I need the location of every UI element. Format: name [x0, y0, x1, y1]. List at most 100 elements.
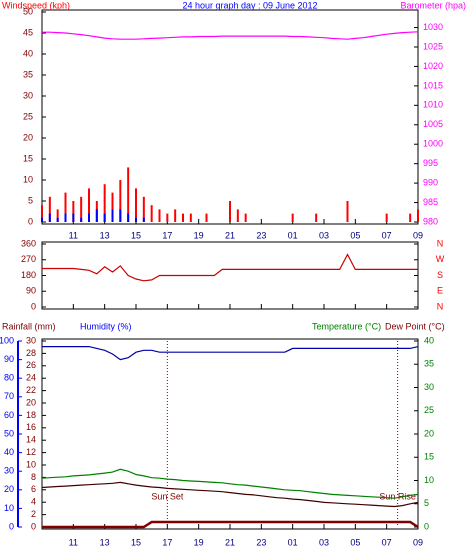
- y2-tick-label: 40: [424, 335, 434, 345]
- y2-tick-label: E: [437, 286, 443, 296]
- annotation: Sun Rise: [379, 491, 416, 501]
- y2-tick-label: N: [437, 238, 444, 248]
- header: Rainfall (mm): [2, 321, 56, 331]
- x-tick-label: 03: [319, 537, 329, 547]
- x-tick-label: 23: [256, 537, 266, 547]
- x-tick-label: 07: [382, 537, 392, 547]
- series-line: [42, 253, 418, 282]
- y-tick-label: 2: [31, 509, 36, 519]
- x-tick-label: 17: [162, 230, 172, 240]
- y2-tick-label: 30: [424, 382, 434, 392]
- x-tick-label: 19: [194, 537, 204, 547]
- x-tick-label: 11: [69, 230, 78, 240]
- y2-tick-label: 20: [424, 428, 434, 438]
- y3-tick-label: 80: [4, 373, 14, 383]
- header: Temperature (°C): [312, 321, 381, 331]
- y3-tick-label: 10: [4, 503, 14, 513]
- x-tick-label: 05: [350, 230, 360, 240]
- y3-tick-label: 50: [4, 428, 14, 438]
- x-tick-label: 21: [225, 230, 235, 240]
- x-tick-label: 15: [131, 230, 141, 240]
- series-line: [41, 481, 419, 508]
- y-tick-label: 360: [21, 238, 36, 248]
- header: Windspeed (kph): [2, 0, 70, 10]
- y2-tick-label: 1010: [423, 100, 443, 110]
- y2-tick-label: 25: [424, 405, 434, 415]
- header: Barometer (hpa): [400, 0, 466, 10]
- y-tick-label: 4: [31, 497, 36, 507]
- y-tick-label: 90: [26, 286, 36, 296]
- y-tick-label: 20: [26, 397, 36, 407]
- header: Humidity (%): [80, 321, 132, 331]
- x-tick-label: 01: [288, 230, 298, 240]
- y2-tick-label: 5: [424, 498, 429, 508]
- y3-tick-label: 90: [4, 354, 14, 364]
- y-tick-label: 45: [23, 27, 33, 37]
- y-tick-label: 28: [26, 348, 36, 358]
- y-tick-label: 14: [26, 435, 36, 445]
- y-tick-label: 180: [21, 270, 36, 280]
- series-line: [42, 346, 419, 361]
- y2-tick-label: 15: [424, 452, 434, 462]
- y-tick-label: 6: [31, 484, 36, 494]
- y-tick-label: 15: [23, 153, 33, 163]
- y-tick-label: 30: [26, 335, 36, 345]
- y3-tick-label: 30: [4, 466, 14, 476]
- y2-tick-label: 990: [423, 177, 438, 187]
- y2-tick-label: 1005: [423, 119, 443, 129]
- y-tick-label: 35: [23, 69, 33, 79]
- y-tick-label: 8: [31, 472, 36, 482]
- y3-tick-label: 60: [4, 410, 14, 420]
- x-tick-label: 15: [131, 537, 141, 547]
- y-tick-label: 0: [28, 216, 33, 226]
- y-tick-label: 10: [23, 174, 33, 184]
- y3-tick-label: 100: [0, 335, 14, 345]
- x-tick-label: 21: [225, 537, 235, 547]
- annotation: Sun Set: [151, 491, 184, 501]
- y-tick-label: 0: [31, 301, 36, 311]
- x-tick-label: 13: [100, 230, 110, 240]
- header: Dew Point (°C): [385, 321, 445, 331]
- y-tick-label: 270: [21, 254, 36, 264]
- y-tick-label: 20: [23, 132, 33, 142]
- y-tick-label: 5: [28, 195, 33, 205]
- y2-tick-label: 0: [424, 521, 429, 531]
- y3-tick-label: 20: [4, 484, 14, 494]
- y-tick-label: 40: [23, 48, 33, 58]
- x-tick-label: 07: [382, 230, 392, 240]
- y3-tick-label: 70: [4, 391, 14, 401]
- y2-tick-label: S: [437, 270, 443, 280]
- y-tick-label: 25: [23, 111, 33, 121]
- y2-tick-label: 1000: [423, 139, 443, 149]
- y2-tick-label: 35: [424, 359, 434, 369]
- x-tick-label: 19: [194, 230, 204, 240]
- x-tick-label: 17: [162, 537, 172, 547]
- y2-tick-label: 10: [424, 475, 434, 485]
- x-tick-label: 23: [256, 230, 266, 240]
- y-tick-label: 50: [23, 6, 33, 16]
- y2-tick-label: 1020: [423, 61, 443, 71]
- x-tick-label: 09: [413, 537, 423, 547]
- header: 24 hour graph day : 09 June 2012: [182, 0, 317, 10]
- y2-tick-label: 980: [423, 216, 438, 226]
- series-line: [42, 520, 419, 529]
- x-tick-label: 05: [350, 537, 360, 547]
- y2-tick-label: N: [437, 301, 444, 311]
- y3-tick-label: 0: [9, 521, 14, 531]
- y2-tick-label: 1015: [423, 80, 443, 90]
- y2-tick-label: W: [436, 254, 445, 264]
- y-tick-label: 0: [31, 521, 36, 531]
- y-tick-label: 18: [26, 410, 36, 420]
- series-line: [41, 468, 419, 499]
- x-tick-label: 01: [288, 537, 298, 547]
- y2-tick-label: 1025: [423, 41, 443, 51]
- y-tick-label: 26: [26, 360, 36, 370]
- y2-tick-label: 995: [423, 158, 438, 168]
- y-tick-label: 10: [26, 459, 36, 469]
- y-tick-label: 24: [26, 373, 36, 383]
- series-line: [42, 31, 419, 40]
- x-tick-label: 09: [413, 230, 423, 240]
- y2-tick-label: 1030: [423, 22, 443, 32]
